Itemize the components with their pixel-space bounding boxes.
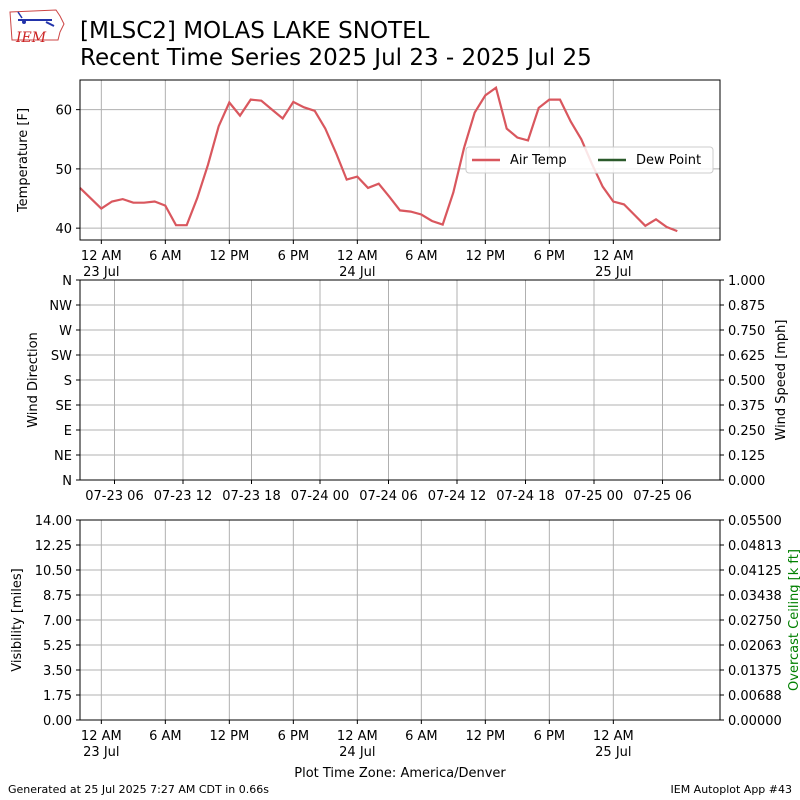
vis-xtick-label: 6 AM <box>405 729 438 744</box>
legend-label: Dew Point <box>636 153 701 168</box>
air-temp-line <box>79 85 678 233</box>
temp-ytick-label: 40 <box>55 222 72 237</box>
wind-xtick-label: 07-24 06 <box>359 489 417 504</box>
ceiling-tick-label: 0.04813 <box>728 539 782 554</box>
vis-xtick-label: 12 AM <box>593 729 634 744</box>
legend-box <box>465 146 714 174</box>
ceiling-tick-label: 0.02063 <box>728 639 782 654</box>
temp-xtick-date: 25 Jul <box>595 265 631 280</box>
wind-xtick-label: 07-23 18 <box>222 489 280 504</box>
temp-xtick-label: 12 PM <box>209 249 249 264</box>
wind-speed-tick-label: 0.875 <box>728 299 765 314</box>
ceiling-tick-label: 0.04125 <box>728 564 782 579</box>
temp-plot-frame <box>79 79 721 241</box>
vis-xtick-label: 6 PM <box>534 729 565 744</box>
vis-tick-label: 8.75 <box>43 589 72 604</box>
ceiling-tick-label: 0.02750 <box>728 614 782 629</box>
ceiling-axis-label: Overcast Ceiling [k ft] <box>787 549 800 691</box>
vis-xtick-label: 6 PM <box>278 729 309 744</box>
wind-dir-tick-label: NE <box>54 449 72 464</box>
wind-dir-tick-label: SW <box>51 349 72 364</box>
vis-xtick-label: 6 AM <box>149 729 182 744</box>
wind-dir-tick-label: N <box>62 274 72 289</box>
iowa-map-icon <box>9 9 65 41</box>
wind-xtick-label: 07-23 12 <box>154 489 212 504</box>
wind-dir-tick-label: E <box>64 424 72 439</box>
ceiling-tick-label: 0.00688 <box>728 689 782 704</box>
wind-speed-tick-label: 0.375 <box>728 399 765 414</box>
ceiling-tick-label: 0.01375 <box>728 664 782 679</box>
wind-xtick-label: 07-24 12 <box>428 489 486 504</box>
vis-plot-frame <box>79 519 721 721</box>
iem-logo: IEM <box>6 6 66 50</box>
temp-ytick-label: 60 <box>55 104 72 119</box>
wind-dir-tick-label: S <box>64 374 72 389</box>
wind-plot-frame <box>79 279 721 481</box>
wind-xtick-label: 07-25 06 <box>633 489 691 504</box>
temp-xtick-label: 12 AM <box>593 249 634 264</box>
wind-dir-tick-label: N <box>62 474 72 489</box>
vis-xtick-date: 25 Jul <box>595 745 631 760</box>
wind-dir-tick-label: W <box>59 324 72 339</box>
wind-xtick-label: 07-24 18 <box>496 489 554 504</box>
vis-tick-label: 14.00 <box>35 514 72 529</box>
wind-xtick-label: 07-24 00 <box>291 489 349 504</box>
temp-xtick-label: 6 PM <box>534 249 565 264</box>
temp-xtick-label: 12 AM <box>337 249 378 264</box>
chart-title: [MLSC2] MOLAS LAKE SNOTEL <box>80 18 430 44</box>
wind-speed-axis-label: Wind Speed [mph] <box>774 320 789 441</box>
wind-speed-tick-label: 0.250 <box>728 424 765 439</box>
wind-speed-tick-label: 0.750 <box>728 324 765 339</box>
temp-xtick-label: 6 AM <box>405 249 438 264</box>
ceiling-tick-label: 0.03438 <box>728 589 782 604</box>
chart-subtitle: Recent Time Series 2025 Jul 23 - 2025 Ju… <box>80 45 592 71</box>
footer-generated: Generated at 25 Jul 2025 7:27 AM CDT in … <box>8 783 269 796</box>
vis-xtick-label: 12 PM <box>209 729 249 744</box>
wind-speed-tick-label: 1.000 <box>728 274 765 289</box>
wind-speed-tick-label: 0.125 <box>728 449 765 464</box>
vis-xtick-label: 12 AM <box>81 729 122 744</box>
vis-tick-label: 10.50 <box>35 564 72 579</box>
vis-tick-label: 7.00 <box>43 614 72 629</box>
wind-speed-tick-label: 0.000 <box>728 474 765 489</box>
vis-xtick-date: 23 Jul <box>83 745 119 760</box>
vis-tick-label: 3.50 <box>43 664 72 679</box>
x-axis-label: Plot Time Zone: America/Denver <box>294 766 506 781</box>
vis-xtick-date: 24 Jul <box>339 745 375 760</box>
vis-tick-label: 5.25 <box>43 639 72 654</box>
vis-tick-label: 12.25 <box>35 539 72 554</box>
vis-xtick-label: 12 AM <box>337 729 378 744</box>
temp-xtick-date: 24 Jul <box>339 265 375 280</box>
vis-xtick-label: 12 PM <box>465 729 505 744</box>
ceiling-tick-label: 0.05500 <box>728 514 782 529</box>
vis-tick-label: 1.75 <box>43 689 72 704</box>
wind-dir-tick-label: SE <box>56 399 72 414</box>
vis-axis-label: Visibility [miles] <box>10 568 25 671</box>
logo-text: IEM <box>16 30 47 46</box>
ceiling-tick-label: 0.00000 <box>728 714 782 729</box>
wind-dir-axis-label: Wind Direction <box>26 332 41 428</box>
wind-speed-tick-label: 0.625 <box>728 349 765 364</box>
temp-xtick-date: 23 Jul <box>83 265 119 280</box>
wind-xtick-label: 07-23 06 <box>85 489 143 504</box>
temp-y-axis-label: Temperature [F] <box>16 108 31 213</box>
wind-xtick-label: 07-25 00 <box>565 489 623 504</box>
temp-ytick-label: 50 <box>55 163 72 178</box>
wind-speed-tick-label: 0.500 <box>728 374 765 389</box>
wind-dir-tick-label: NW <box>49 299 72 314</box>
footer-app: IEM Autoplot App #43 <box>670 783 793 796</box>
vis-tick-label: 0.00 <box>43 714 72 729</box>
temp-xtick-label: 6 AM <box>149 249 182 264</box>
temp-xtick-label: 6 PM <box>278 249 309 264</box>
legend-label: Air Temp <box>510 153 567 168</box>
temp-xtick-label: 12 AM <box>81 249 122 264</box>
temp-xtick-label: 12 PM <box>465 249 505 264</box>
